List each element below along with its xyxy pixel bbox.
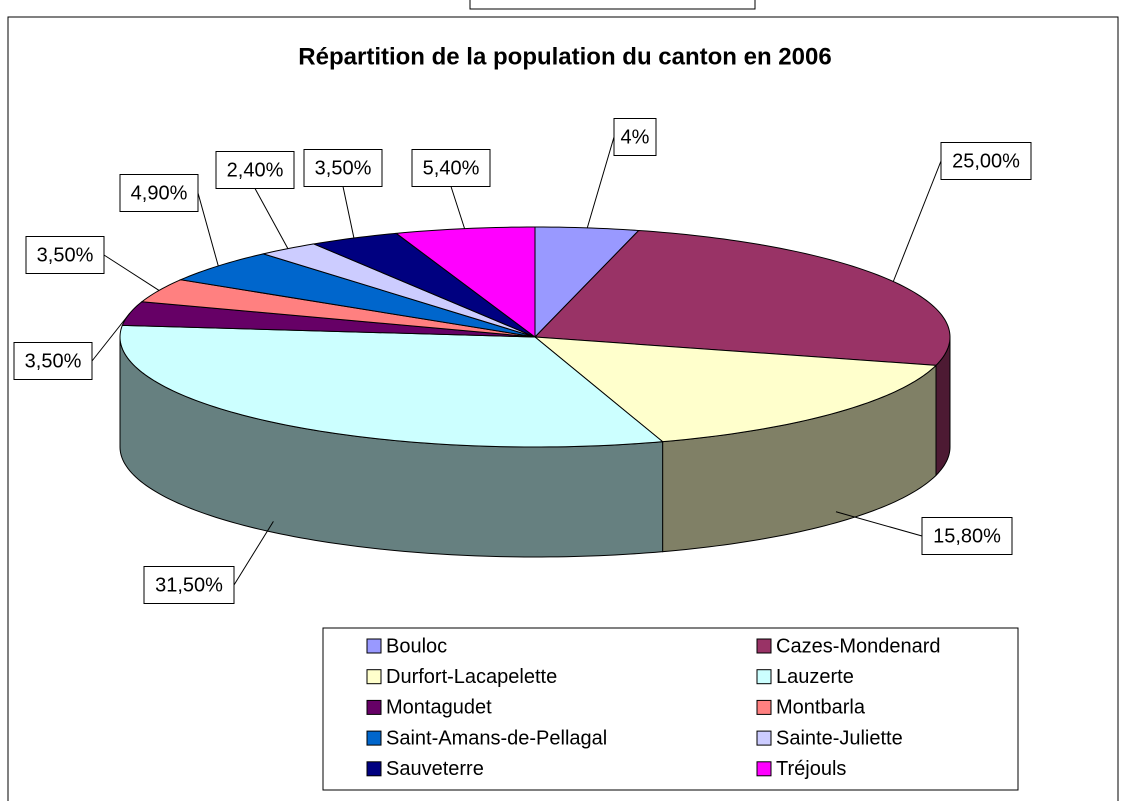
pie-slice — [312, 232, 536, 338]
data-label: 5,40% — [423, 157, 480, 179]
legend-label: Tréjouls — [776, 758, 846, 780]
data-label-box — [25, 236, 105, 274]
data-label-box — [215, 151, 295, 189]
legend-label: Sainte-Juliette — [776, 727, 903, 749]
leader-line — [254, 188, 289, 249]
legend-swatch — [366, 761, 382, 777]
legend-frame — [322, 627, 1019, 791]
legend-label: Durfort-Lacapelette — [386, 666, 557, 688]
data-label: 4% — [621, 126, 650, 148]
data-label-box — [940, 142, 1032, 180]
legend-swatch — [756, 699, 772, 715]
leader-line — [197, 192, 219, 267]
leader-line — [233, 521, 274, 586]
leader-line — [835, 511, 923, 537]
legend-label: Montbarla — [776, 697, 866, 719]
data-label-box — [613, 118, 657, 156]
data-label-box — [921, 517, 1013, 555]
data-label-box — [143, 566, 235, 604]
leader-line — [450, 186, 466, 229]
legend-swatch — [366, 669, 382, 685]
data-label: 15,80% — [933, 525, 1001, 547]
chart-title: Répartition de la population du canton e… — [298, 43, 831, 70]
legend-swatch — [756, 638, 772, 654]
leader-line — [342, 186, 355, 239]
pie-slice — [534, 226, 640, 339]
data-label-box — [411, 149, 491, 187]
leader-line — [892, 160, 942, 282]
legend-swatch — [756, 761, 772, 777]
pie-slice — [140, 279, 536, 338]
leader-line — [586, 136, 615, 229]
legend-swatch — [366, 638, 382, 654]
data-label: 3,50% — [25, 350, 82, 372]
legend-label: Lauzerte — [776, 666, 854, 688]
data-label: 3,50% — [315, 157, 372, 179]
data-label-box — [119, 174, 199, 212]
data-label: 25,00% — [952, 150, 1020, 172]
data-label: 4,90% — [131, 182, 188, 204]
data-label-box — [13, 342, 93, 380]
legend-label: Bouloc — [386, 635, 447, 657]
data-label: 2,40% — [227, 159, 284, 181]
pie-slice — [261, 243, 536, 338]
legend-label: Saint-Amans-de-Pellagal — [386, 727, 607, 749]
legend-swatch — [366, 730, 382, 746]
legend-label: Montagudet — [386, 697, 492, 719]
legend-swatch — [756, 669, 772, 685]
pie-slice — [119, 324, 664, 448]
leader-line — [91, 313, 131, 362]
legend-label: Cazes-Mondenard — [776, 635, 941, 657]
legend-swatch — [366, 699, 382, 715]
legend-swatch — [756, 730, 772, 746]
leader-line — [103, 254, 160, 291]
pie-slice — [533, 336, 938, 443]
pie-slice — [178, 253, 536, 338]
legend-label: Sauveterre — [386, 758, 484, 780]
data-label: 31,50% — [155, 574, 223, 596]
data-label: 3,50% — [37, 244, 94, 266]
pie-slice — [533, 229, 951, 366]
data-label-box — [303, 149, 383, 187]
top-frame — [469, 0, 756, 10]
